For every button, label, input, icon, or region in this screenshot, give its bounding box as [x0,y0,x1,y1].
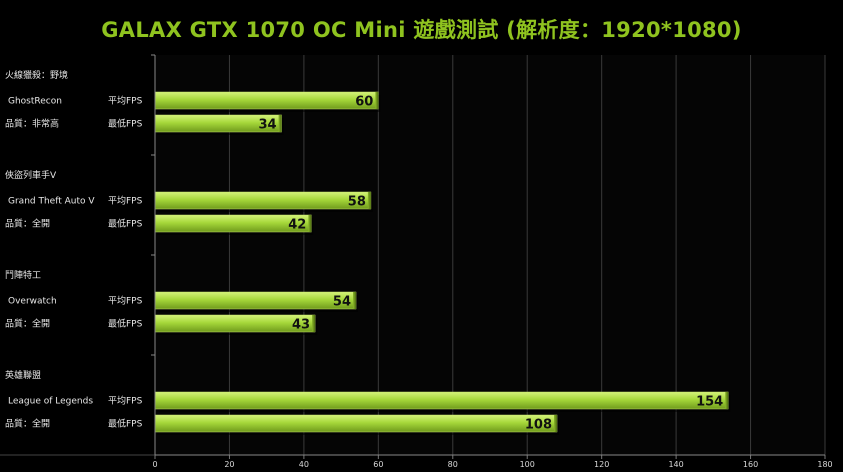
bar-value-label: 54 [333,295,351,310]
quality-label: 品質：非常高 [5,118,59,130]
bar-metric-label: 平均FPS [108,195,143,207]
game-name: Overwatch [8,297,57,307]
bar-metric-label: 平均FPS [108,395,143,407]
bar-end-cap [312,315,316,332]
category-labels: 火線獵殺：野境GhostRecon品質：非常高平均FPS最低FPS俠盜列車手VG… [5,69,143,430]
quality-label: 品質：全開 [5,318,50,330]
chart-title: GALAX GTX 1070 OC Mini 遊戲測試 (解析度：1920*10… [101,18,742,42]
bar-metric-label: 最低FPS [108,318,143,330]
bar-end-cap [308,215,312,232]
group-title: 火線獵殺：野境 [5,69,68,81]
quality-label: 品質：全開 [5,418,50,430]
bar-end-cap [554,415,557,432]
x-tick-label: 80 [448,460,458,469]
bar-metric-label: 平均FPS [108,95,143,107]
quality-label: 品質：全開 [5,218,50,230]
bar-metric-label: 最低FPS [108,118,143,130]
group-title: 鬥陣特工 [5,269,41,281]
bar [154,91,379,110]
x-tick-label: 20 [224,460,234,469]
group-title: 英雄聯盟 [5,369,41,381]
bar [154,414,558,433]
x-tick-label: 0 [152,460,157,469]
game-name: GhostRecon [8,97,62,107]
bars: 60 34 58 42 54 43 154 108 [154,91,731,435]
x-axis-ticks: 0 20 40 60 80 100 120 140 160 180 [151,54,833,469]
x-tick-label: 40 [299,460,309,469]
game-name: Grand Theft Auto V [8,197,95,207]
bar-value-label: 42 [288,218,306,233]
bar-value-label: 58 [348,195,366,210]
bar-metric-label: 平均FPS [108,295,143,307]
bar-metric-label: 最低FPS [108,418,143,430]
bar-end-cap [353,292,356,309]
gridlines [154,55,826,455]
bar-end-cap [367,192,371,209]
bar-end-cap [278,115,282,132]
bar-metric-label: 最低FPS [108,218,143,230]
bar [154,191,372,210]
bar [154,391,729,410]
x-tick-label: 100 [520,460,535,469]
x-tick-label: 140 [668,460,683,469]
bar-value-label: 154 [696,395,723,410]
bar-value-label: 108 [525,418,552,433]
bar-end-cap [725,392,729,409]
x-tick-label: 60 [373,460,383,469]
x-tick-label: 160 [743,460,758,469]
group-title: 俠盜列車手V [5,169,57,181]
bar [154,291,357,310]
bar-value-label: 60 [355,95,373,110]
x-tick-label: 120 [594,460,609,469]
game-name: League of Legends [8,397,93,407]
x-tick-label: 180 [817,460,832,469]
bar-end-cap [375,92,379,109]
bar-value-label: 34 [258,118,276,133]
bar-value-label: 43 [292,318,310,333]
